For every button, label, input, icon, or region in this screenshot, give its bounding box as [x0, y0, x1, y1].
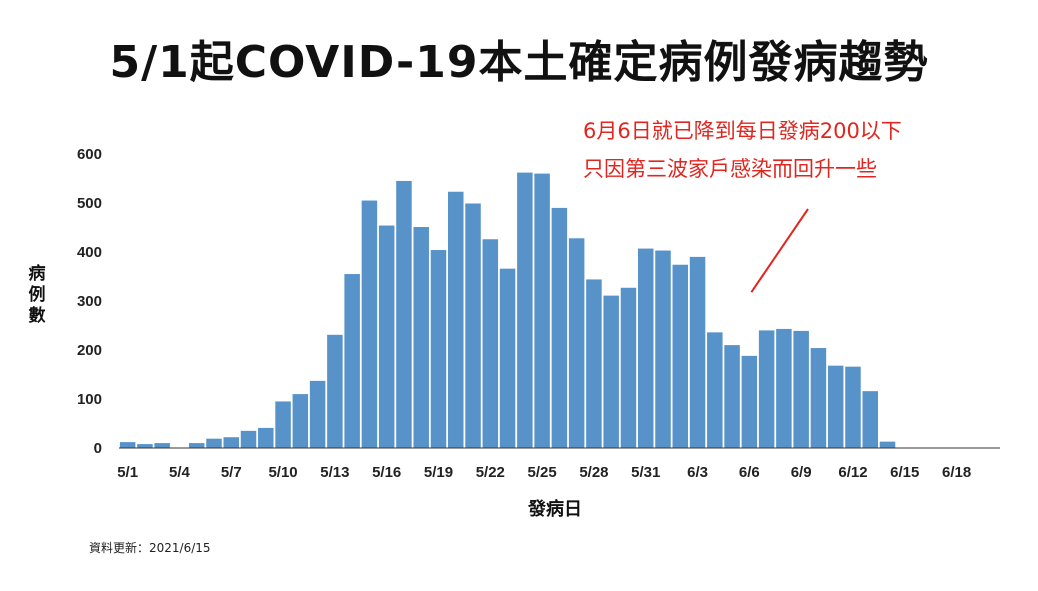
bar-6/14 [879, 441, 896, 448]
bar-5/5 [188, 443, 205, 448]
x-tick-label: 5/16 [372, 464, 401, 481]
bar-6/7 [758, 330, 775, 448]
bar-6/13 [862, 391, 878, 448]
bar-5/8 [240, 430, 257, 448]
x-tick-label: 5/7 [221, 464, 242, 481]
bar-6/2 [672, 264, 689, 448]
bar-5/25 [534, 173, 550, 448]
bar-5/3 [154, 443, 170, 448]
bar-5/31 [637, 248, 654, 448]
page-title: 5/1起COVID-19本土確定病例發病趨勢 [109, 37, 929, 88]
bar-5/19 [430, 250, 447, 448]
bar-6/11 [827, 365, 844, 448]
chart-annotation: 6月6日就已降到每日發病200以下 只因第三波家戶感染而回升一些 [583, 112, 902, 188]
y-axis-label: 病例數 [28, 264, 46, 326]
bar-5/20 [448, 191, 464, 449]
x-tick-label: 5/19 [424, 464, 453, 481]
x-tick-label: 6/12 [838, 464, 867, 481]
y-axis-ticks: 0 100 200 300 400 500 600 [77, 146, 102, 457]
bar-6/4 [707, 332, 723, 448]
update-footnote: 資料更新：2021/6/15 [89, 541, 211, 555]
bar-5/23 [499, 268, 516, 448]
bar-5/2 [137, 444, 153, 448]
bar-6/3 [689, 256, 706, 448]
bar-6/5 [724, 345, 740, 448]
x-tick-label: 5/1 [117, 464, 138, 481]
bar-5/29 [603, 295, 619, 448]
bar-6/9 [793, 330, 809, 448]
y-tick-label: 0 [94, 440, 102, 457]
x-tick-label: 6/18 [942, 464, 971, 481]
x-tick-label: 5/22 [476, 464, 505, 481]
bar-5/16 [378, 225, 395, 448]
bar-6/8 [776, 328, 792, 448]
x-tick-label: 5/25 [528, 464, 557, 481]
annotation-line-1: 6月6日就已降到每日發病200以下 [583, 119, 902, 143]
x-tick-label: 5/28 [579, 464, 608, 481]
bar-5/7 [223, 437, 239, 448]
y-tick-label: 500 [77, 195, 102, 212]
x-tick-label: 5/13 [320, 464, 349, 481]
bar-6/6 [741, 355, 758, 448]
x-tick-label: 6/9 [791, 464, 812, 481]
bar-5/17 [396, 180, 412, 448]
bar-6/1 [655, 250, 671, 448]
bar-5/21 [465, 203, 481, 448]
bar-5/11 [292, 394, 309, 448]
x-tick-label: 6/15 [890, 464, 919, 481]
bar-5/30 [620, 287, 637, 448]
bar-5/15 [361, 200, 378, 448]
bar-5/13 [327, 334, 343, 448]
x-tick-label: 6/3 [687, 464, 708, 481]
bar-5/1 [119, 442, 136, 448]
x-tick-label: 6/6 [739, 464, 760, 481]
y-tick-label: 100 [77, 391, 102, 408]
bar-5/6 [206, 438, 222, 448]
bar-6/12 [845, 366, 861, 448]
x-axis-label: 發病日 [528, 499, 582, 520]
bar-5/14 [344, 274, 360, 448]
bar-series [119, 172, 896, 449]
annotation-arrow [750, 208, 809, 293]
x-tick-label: 5/4 [169, 464, 191, 481]
annotation-line-2: 只因第三波家戶感染而回升一些 [583, 157, 877, 181]
x-tick-label: 5/31 [631, 464, 660, 481]
x-axis-ticks: 5/1 5/4 5/7 5/10 5/13 5/16 5/19 5/22 5/25 5/28 5/3… [117, 464, 971, 481]
bar-5/26 [551, 207, 568, 448]
y-tick-label: 400 [77, 244, 102, 261]
y-tick-label: 200 [77, 342, 102, 359]
bar-5/18 [413, 227, 429, 448]
y-tick-label: 300 [77, 293, 102, 310]
bar-5/28 [586, 279, 602, 448]
bar-5/9 [258, 427, 274, 448]
bar-6/10 [810, 348, 827, 448]
bar-5/12 [309, 380, 326, 448]
bar-5/27 [568, 238, 585, 448]
y-tick-label: 600 [77, 146, 102, 163]
bar-5/22 [482, 239, 499, 448]
bar-5/10 [275, 401, 291, 448]
x-tick-label: 5/10 [268, 464, 297, 481]
bar-5/24 [517, 172, 533, 448]
